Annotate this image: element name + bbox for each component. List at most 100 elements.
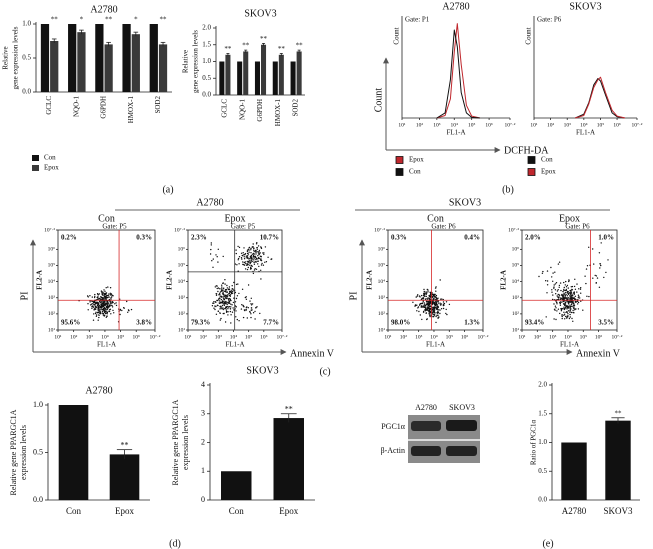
- cell-event: [102, 297, 104, 299]
- cell-event: [243, 247, 245, 249]
- cell-event: [546, 280, 549, 282]
- cell-event: [240, 252, 243, 254]
- x-tick-label: 10⁷·²: [150, 334, 161, 340]
- y-axis-label: Relative gene PPARGC1A: [9, 409, 18, 495]
- cell-event: [435, 296, 437, 299]
- cell-event: [435, 304, 438, 306]
- cell-event: [95, 311, 97, 313]
- significance: **: [615, 409, 623, 417]
- cell-event: [219, 305, 222, 307]
- y-tick-label: 2.0: [538, 381, 547, 389]
- cell-event: [428, 302, 430, 305]
- significance: **: [285, 405, 293, 414]
- cell-event: [217, 298, 220, 300]
- cell-event: [257, 260, 259, 262]
- y-tick-label: 10²: [178, 311, 186, 317]
- cell-event: [98, 308, 100, 310]
- cell-event: [250, 249, 252, 251]
- cell-event: [94, 312, 97, 315]
- cell-event: [251, 246, 254, 248]
- cell-event: [215, 293, 218, 295]
- cell-event: [228, 301, 231, 303]
- cell-event: [435, 312, 437, 314]
- cell-event: [417, 294, 419, 296]
- cell-event: [101, 312, 104, 314]
- y-axis-label: Count: [393, 27, 401, 44]
- cell-event: [440, 298, 442, 300]
- cell-event: [569, 316, 571, 318]
- cell-event: [420, 294, 423, 297]
- cell-event: [214, 286, 216, 288]
- cell-event: [437, 316, 439, 318]
- cell-event: [262, 264, 265, 266]
- chart-title: SKOV3: [244, 8, 276, 19]
- cell-event: [245, 309, 248, 311]
- cell-event: [434, 295, 436, 298]
- cell-event: [246, 268, 249, 271]
- cell-event: [435, 290, 437, 292]
- cell-event: [101, 293, 103, 295]
- plot-frame: [521, 229, 618, 331]
- cell-event: [554, 289, 557, 291]
- cell-event: [216, 299, 218, 302]
- cell-event: [595, 282, 597, 284]
- cell-event: [260, 264, 263, 266]
- cell-event: [427, 307, 429, 309]
- panel-label: (c): [319, 366, 330, 377]
- cell-event: [91, 305, 93, 307]
- y-tick-label: 0: [201, 495, 205, 504]
- cell-event: [566, 300, 568, 302]
- cell-event: [560, 289, 562, 292]
- y-tick-label: 10³: [48, 295, 56, 301]
- cell-event: [226, 284, 228, 287]
- bar: [278, 54, 284, 95]
- y-tick-label: 10⁶: [512, 247, 520, 253]
- cell-event: [256, 248, 258, 250]
- cell-event: [425, 307, 427, 309]
- cell-event: [414, 304, 417, 306]
- cell-event: [255, 261, 257, 263]
- cell-event: [433, 300, 435, 302]
- cell-event: [437, 310, 439, 312]
- cell-event: [245, 256, 247, 258]
- cell-event: [436, 314, 438, 316]
- x-tick-label: SOD2: [292, 99, 300, 117]
- cell-event: [563, 311, 565, 313]
- y-axis-label: Count: [525, 27, 533, 44]
- cell-event: [95, 302, 97, 305]
- cell-event: [224, 308, 226, 310]
- cell-event: [568, 317, 571, 320]
- cell-event: [256, 242, 258, 244]
- x-tick-label: NQO-1: [238, 99, 246, 120]
- cell-event: [221, 306, 223, 308]
- cell-event: [104, 303, 106, 305]
- x-tick-label: 10²: [534, 334, 542, 340]
- cell-event: [580, 287, 582, 289]
- cell-event: [105, 296, 107, 298]
- cell-event: [433, 314, 436, 316]
- cell-event: [220, 317, 222, 320]
- cell-event: [555, 318, 557, 321]
- cell-event: [231, 289, 233, 291]
- x-axis-label: FL1-A: [446, 129, 465, 137]
- cell-event: [110, 298, 112, 300]
- cell-event: [89, 304, 92, 306]
- cell-event: [214, 301, 217, 303]
- cell-event: [258, 265, 260, 268]
- cell-event: [227, 298, 230, 300]
- cell-event: [563, 300, 565, 303]
- cell-event: [255, 268, 258, 270]
- cell-event: [555, 282, 558, 284]
- cell-event: [229, 298, 231, 300]
- cell-event: [561, 314, 563, 316]
- cell-event: [248, 258, 250, 260]
- cell-event: [556, 310, 558, 312]
- cell-event: [573, 307, 575, 310]
- cell-event: [253, 250, 255, 252]
- cell-event: [244, 309, 246, 312]
- cell-event: [576, 291, 578, 293]
- cell-event: [424, 295, 426, 297]
- cell-event: [253, 253, 255, 255]
- cell-event: [445, 308, 447, 311]
- cell-event: [107, 286, 109, 288]
